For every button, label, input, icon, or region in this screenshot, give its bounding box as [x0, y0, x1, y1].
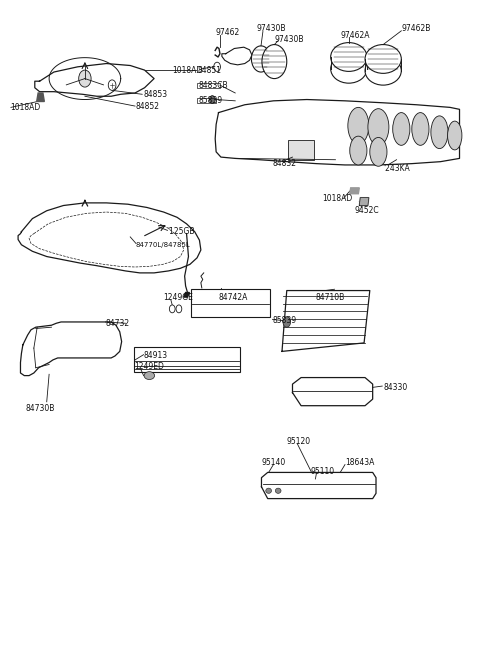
Polygon shape — [21, 322, 121, 376]
Polygon shape — [215, 99, 459, 165]
Circle shape — [108, 80, 116, 91]
Text: 84330: 84330 — [383, 383, 408, 392]
Text: 85839: 85839 — [273, 316, 297, 325]
Text: 84832: 84832 — [273, 159, 297, 168]
Text: 1018AD: 1018AD — [172, 66, 203, 75]
Ellipse shape — [393, 112, 410, 145]
Ellipse shape — [365, 57, 401, 85]
Polygon shape — [222, 47, 252, 65]
Polygon shape — [360, 198, 369, 206]
Ellipse shape — [412, 112, 429, 145]
Ellipse shape — [431, 116, 448, 148]
Ellipse shape — [276, 488, 281, 493]
Text: 84851: 84851 — [197, 66, 221, 75]
Text: 84732: 84732 — [106, 319, 130, 328]
Text: 1018AD: 1018AD — [10, 103, 40, 112]
Text: 95140: 95140 — [262, 458, 286, 467]
Text: '125GB: '125GB — [168, 227, 195, 236]
Text: 84913: 84913 — [144, 351, 168, 361]
Polygon shape — [184, 292, 190, 297]
Text: 97430B: 97430B — [275, 35, 304, 44]
Polygon shape — [262, 472, 376, 499]
Text: 97430B: 97430B — [257, 24, 286, 34]
Ellipse shape — [350, 136, 367, 165]
Ellipse shape — [370, 137, 387, 166]
Text: 84730B: 84730B — [25, 404, 55, 413]
Text: '243KA: '243KA — [383, 164, 410, 173]
Text: 95120: 95120 — [287, 436, 311, 445]
Text: 8483CB: 8483CB — [198, 81, 228, 89]
Text: 1018AD: 1018AD — [322, 194, 352, 204]
Text: 97462A: 97462A — [340, 31, 370, 40]
Ellipse shape — [348, 107, 369, 144]
Circle shape — [283, 317, 290, 327]
Polygon shape — [36, 93, 44, 101]
Ellipse shape — [368, 108, 389, 145]
Circle shape — [79, 70, 91, 87]
Circle shape — [262, 45, 287, 79]
Ellipse shape — [365, 45, 401, 74]
Circle shape — [252, 46, 271, 72]
Circle shape — [176, 305, 182, 313]
Text: 84853: 84853 — [143, 90, 167, 99]
Text: 97462B: 97462B — [401, 24, 431, 34]
Text: 84710B: 84710B — [315, 292, 345, 302]
Polygon shape — [292, 378, 372, 406]
Text: 85839: 85839 — [198, 97, 222, 105]
Text: 1249ED: 1249ED — [134, 362, 164, 371]
Text: 9452C: 9452C — [355, 206, 379, 215]
Ellipse shape — [331, 43, 367, 72]
Text: 97462: 97462 — [215, 28, 240, 37]
Circle shape — [169, 305, 175, 313]
Bar — [288, 140, 314, 160]
Polygon shape — [35, 64, 154, 97]
Text: 18643A: 18643A — [345, 458, 374, 467]
Text: 1249GE: 1249GE — [164, 292, 193, 302]
Circle shape — [209, 96, 215, 103]
Text: 84852: 84852 — [136, 102, 160, 110]
Ellipse shape — [266, 488, 272, 493]
Polygon shape — [18, 203, 201, 273]
Bar — [134, 347, 240, 372]
Text: 95110: 95110 — [311, 466, 335, 476]
Bar — [192, 289, 270, 317]
Text: 84742A: 84742A — [218, 292, 248, 302]
Ellipse shape — [331, 55, 367, 83]
Circle shape — [214, 62, 220, 72]
Ellipse shape — [447, 121, 462, 150]
Polygon shape — [350, 188, 360, 194]
Ellipse shape — [144, 372, 155, 380]
Text: 84770L/84785L: 84770L/84785L — [136, 242, 191, 248]
Polygon shape — [282, 290, 370, 351]
